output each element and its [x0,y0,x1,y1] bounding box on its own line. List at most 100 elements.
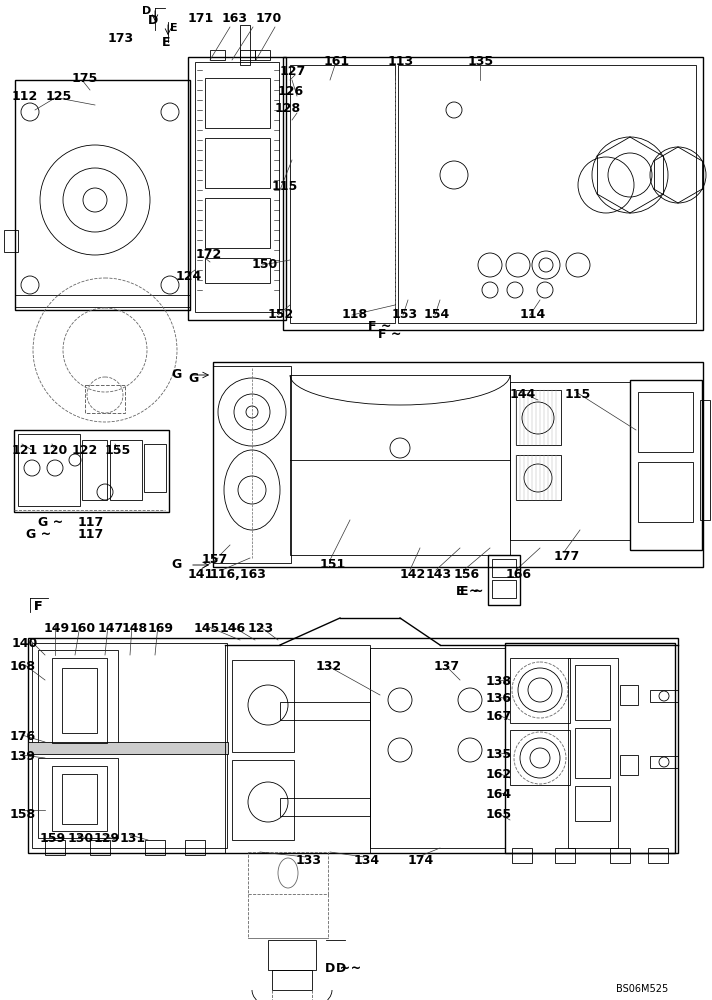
Text: 125: 125 [46,90,72,103]
Text: E ~: E ~ [460,585,483,598]
Bar [38,758,118,838]
Bar [4,230,18,252]
Text: 121: 121 [12,444,38,457]
Bar [650,756,678,768]
Text: G ~: G ~ [26,528,51,541]
Bar [38,650,118,750]
Bar [280,702,370,720]
Bar [110,440,142,500]
Text: 170: 170 [256,12,282,25]
Bar [195,62,279,312]
Text: 134: 134 [354,854,380,867]
Text: 116,163: 116,163 [210,568,267,581]
Text: 175: 175 [72,72,98,85]
Text: 176: 176 [10,730,36,743]
Bar [62,774,97,824]
Text: F: F [34,600,43,613]
Bar [232,660,294,752]
Bar [240,50,255,60]
Bar [510,658,570,723]
Bar [15,80,190,310]
Bar [144,444,166,492]
Text: 154: 154 [424,308,450,321]
Text: 120: 120 [42,444,68,457]
Text: 126: 126 [278,85,304,98]
Text: 138: 138 [486,675,512,688]
Bar [620,685,638,705]
Text: 132: 132 [316,660,342,673]
Text: E: E [170,23,177,33]
Bar [82,440,107,500]
Bar [145,840,165,855]
Text: D: D [142,6,151,16]
Text: 151: 151 [320,558,346,571]
Text: 158: 158 [10,808,36,821]
Text: 127: 127 [280,65,306,78]
Text: 167: 167 [486,710,512,723]
Text: 172: 172 [196,248,222,261]
Bar [225,645,370,853]
Text: 144: 144 [510,388,536,401]
Text: 166: 166 [506,568,532,581]
Bar [512,848,532,863]
Text: 117: 117 [78,528,104,541]
Text: E ~: E ~ [456,585,479,598]
Bar [630,380,702,550]
Bar [205,198,270,248]
Bar [510,730,570,785]
Bar [28,638,678,853]
Text: 135: 135 [468,55,494,68]
Bar [700,400,710,520]
Text: 122: 122 [72,444,98,457]
Text: E: E [162,36,170,49]
Bar [398,65,696,323]
Bar [638,392,693,452]
Bar [370,648,505,848]
Bar [492,559,516,577]
Text: 149: 149 [44,622,70,635]
Bar [188,57,286,320]
Bar [648,848,668,863]
Text: 118: 118 [342,308,368,321]
Text: 117: 117 [78,516,104,529]
Text: 146: 146 [220,622,246,635]
Text: 115: 115 [272,180,298,193]
Bar [52,766,107,831]
Text: 114: 114 [520,308,546,321]
Text: 152: 152 [268,308,294,321]
Bar [290,375,510,555]
Text: G: G [172,558,182,572]
Bar [185,840,205,855]
Bar [213,362,703,567]
Bar [555,848,575,863]
Bar [15,295,190,307]
Text: 129: 129 [94,832,120,845]
Bar [575,786,610,821]
Text: 159: 159 [40,832,66,845]
Text: G: G [188,372,198,385]
Bar [240,25,250,65]
Text: 169: 169 [148,622,174,635]
Text: 137: 137 [434,660,460,673]
Bar [248,852,328,894]
Text: 139: 139 [10,750,36,763]
Text: G: G [172,368,182,381]
Text: 131: 131 [120,832,146,845]
Bar [516,390,561,445]
Bar [14,430,169,512]
Text: F ~: F ~ [368,320,392,333]
Text: 160: 160 [70,622,96,635]
Text: 148: 148 [122,622,148,635]
Text: 150: 150 [252,258,278,271]
Bar [52,658,107,743]
Bar [45,840,65,855]
Text: G ~: G ~ [38,516,63,529]
Bar [575,728,610,778]
Bar [638,462,693,522]
Text: 112: 112 [12,90,38,103]
Text: 163: 163 [222,12,248,25]
Text: BS06M525: BS06M525 [616,984,669,994]
Bar [18,434,80,506]
Bar [620,755,638,775]
Text: 177: 177 [554,550,580,563]
